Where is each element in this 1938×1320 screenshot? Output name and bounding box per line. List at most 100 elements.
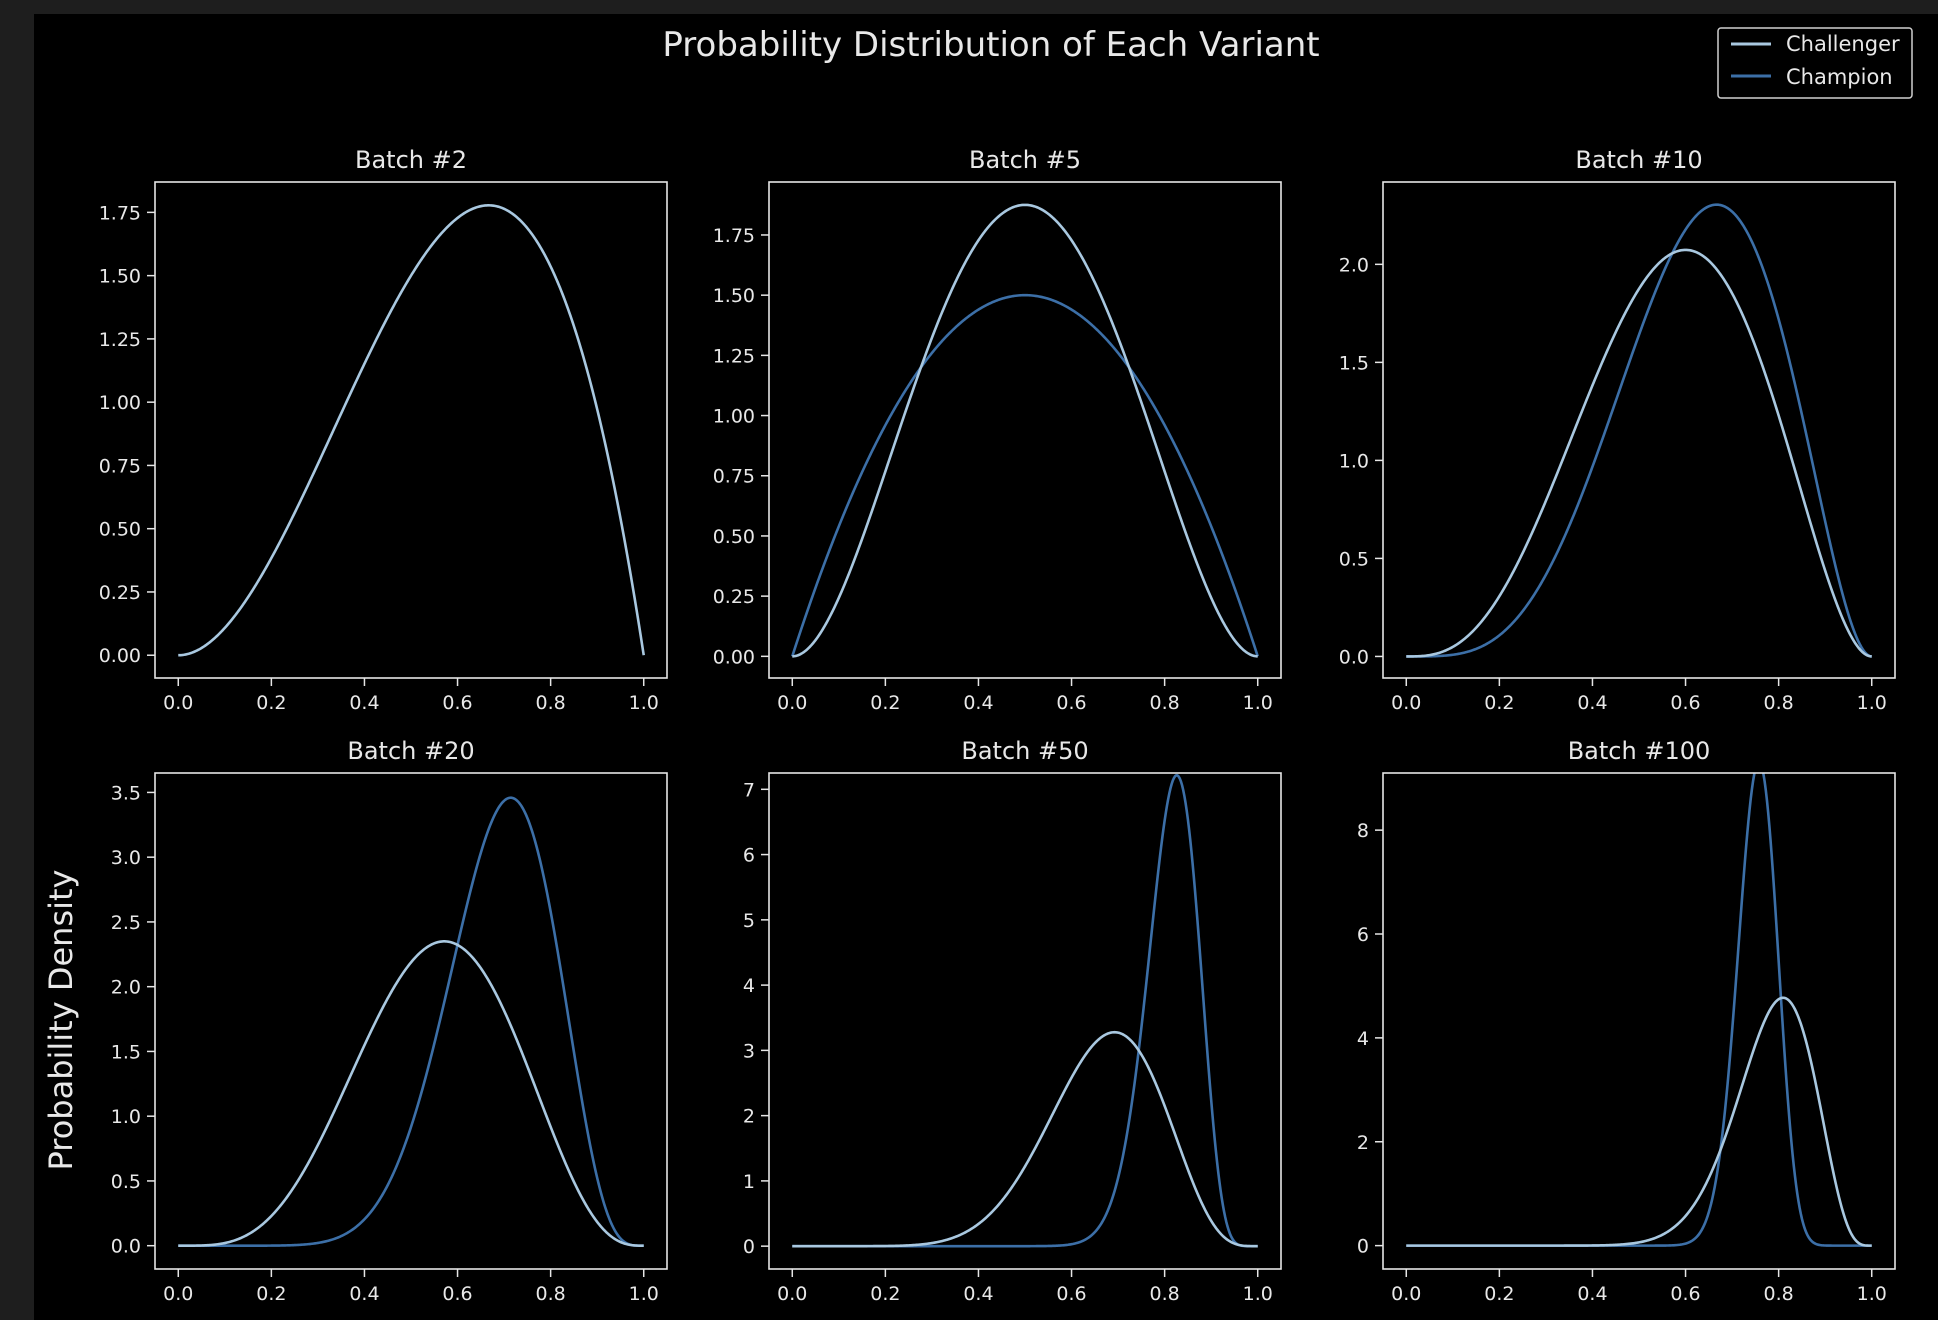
subplot-frame (1382, 772, 1896, 1270)
x-tick-label: 0.0 (777, 692, 807, 714)
x-tick-label: 0.6 (1056, 1283, 1086, 1305)
x-tick-label: 1.0 (1857, 692, 1887, 714)
y-tick-label: 1.0 (111, 1106, 141, 1128)
x-tick-label: 0.8 (1764, 1283, 1794, 1305)
y-tick-label: 2 (1357, 1132, 1369, 1154)
subplot-title: Batch #50 (961, 737, 1088, 765)
subplot-frame (768, 772, 1282, 1270)
x-tick-label: 0.8 (1764, 692, 1794, 714)
y-tick-label: 1.75 (713, 225, 755, 247)
y-tick-label: 2.5 (111, 912, 141, 934)
y-tick-label: 1.0 (1339, 450, 1369, 472)
y-tick-label: 0.50 (99, 519, 141, 541)
y-tick-label: 1.50 (713, 285, 755, 307)
y-tick-label: 0.00 (99, 645, 141, 667)
legend-label-challenger: Challenger (1786, 32, 1900, 56)
y-tick-label: 6 (1357, 924, 1369, 946)
y-tick-label: 5 (743, 910, 755, 932)
x-tick-label: 0.6 (442, 1283, 472, 1305)
subplot-frame (154, 181, 668, 679)
x-tick-label: 1.0 (629, 1283, 659, 1305)
y-tick-label: 1 (743, 1171, 755, 1193)
y-tick-label: 4 (743, 975, 755, 997)
x-tick-label: 0.4 (349, 1283, 379, 1305)
x-tick-label: 0.0 (163, 692, 193, 714)
subplot-frame (768, 181, 1282, 679)
y-tick-label: 0.5 (111, 1171, 141, 1193)
y-tick-label: 1.00 (713, 406, 755, 428)
subplot-frame (154, 772, 668, 1270)
series-line-challenger (792, 203, 1258, 658)
x-tick-label: 0.8 (536, 1283, 566, 1305)
y-tick-label: 1.5 (111, 1041, 141, 1063)
y-tick-label: 1.25 (713, 345, 755, 367)
x-tick-label: 0.2 (1484, 1283, 1514, 1305)
x-tick-label: 0.2 (256, 692, 286, 714)
x-tick-label: 1.0 (1243, 1283, 1273, 1305)
x-tick-label: 0.4 (963, 692, 993, 714)
subplot-title: Batch #2 (355, 146, 467, 174)
series-line-challenger (1406, 996, 1872, 1247)
legend: Challenger Champion (1717, 27, 1913, 99)
x-tick-label: 0.2 (1484, 692, 1514, 714)
x-tick-label: 0.8 (1150, 692, 1180, 714)
series-line-challenger (792, 1030, 1258, 1248)
subplot-title: Batch #100 (1568, 737, 1711, 765)
y-tick-label: 2.0 (111, 977, 141, 999)
y-tick-label: 3 (743, 1040, 755, 1062)
subplot-title: Batch #20 (347, 737, 474, 765)
x-tick-label: 0.0 (1391, 692, 1421, 714)
y-tick-label: 1.25 (99, 329, 141, 351)
subplot-frame (1382, 181, 1896, 679)
x-tick-label: 0.6 (1670, 692, 1700, 714)
y-tick-label: 0.0 (111, 1236, 141, 1258)
series-line-challenger (178, 940, 644, 1247)
y-tick-label: 1.5 (1339, 352, 1369, 374)
y-tick-label: 2.0 (1339, 254, 1369, 276)
y-tick-label: 0.75 (99, 455, 141, 477)
x-tick-label: 0.2 (870, 1283, 900, 1305)
y-tick-label: 0.25 (99, 582, 141, 604)
x-tick-label: 1.0 (629, 692, 659, 714)
subplots: Batch #20.0 0.2 0.4 0.6 0.8 1.00.000.250.500.… (99, 146, 1896, 1305)
x-tick-label: 0.4 (1577, 692, 1607, 714)
subplot-1: Batch #2 0.0 0.2 0.4 0.6 0.8 1.0 0.00 0.25 0.50 0.… (99, 146, 668, 714)
legend-label-champion: Champion (1786, 65, 1893, 89)
x-tick-label: 0.8 (1150, 1283, 1180, 1305)
subplot-3: Batch #10 0.0 0.2 0.4 0.6 0.8 1.0 0.0 0.5 1.0 1.5 2… (1339, 146, 1896, 714)
y-tick-label: 0 (743, 1236, 755, 1258)
x-tick-label: 0.6 (1056, 692, 1086, 714)
y-tick-label: 1.00 (99, 392, 141, 414)
x-tick-label: 0.6 (442, 692, 472, 714)
y-tick-label: 0.25 (713, 586, 755, 608)
y-tick-label: 0.00 (713, 646, 755, 668)
x-tick-label: 0.0 (163, 1283, 193, 1305)
series-line-champion (1406, 203, 1872, 658)
y-tick-label: 7 (743, 779, 755, 801)
y-tick-label: 3.5 (111, 782, 141, 804)
subplot-title: Batch #10 (1575, 146, 1702, 174)
y-tick-label: 0.75 (713, 466, 755, 488)
x-tick-label: 1.0 (1857, 1283, 1887, 1305)
x-tick-label: 0.2 (256, 1283, 286, 1305)
y-tick-label: 4 (1357, 1028, 1369, 1050)
series-line-challenger (178, 204, 646, 657)
y-tick-label: 1.50 (99, 266, 141, 288)
y-tick-label: 0.0 (1339, 646, 1369, 668)
x-tick-label: 0.2 (870, 692, 900, 714)
series-line-champion (178, 796, 644, 1247)
x-tick-label: 1.0 (1243, 692, 1273, 714)
x-tick-label: 0.4 (963, 1283, 993, 1305)
figure-title: Probability Distribution of Each Variant (662, 25, 1319, 65)
subplot-title: Batch #5 (969, 146, 1081, 174)
x-tick-label: 0.4 (349, 692, 379, 714)
figure-background (34, 14, 1938, 1320)
subplot-4: Batch #20 0.0 0.2 0.4 0.6 0.8 1.0 0.0 0.5 1.0 1.5 2… (111, 737, 668, 1305)
x-tick-label: 0.6 (1670, 1283, 1700, 1305)
y-tick-label: 8 (1357, 820, 1369, 842)
subplot-2: Batch #5 0.0 0.2 0.4 0.6 0.8 1.0 0.00 0.25 0.50 0.… (713, 146, 1282, 714)
y-tick-label: 0 (1357, 1236, 1369, 1258)
y-tick-label: 1.75 (99, 202, 141, 224)
